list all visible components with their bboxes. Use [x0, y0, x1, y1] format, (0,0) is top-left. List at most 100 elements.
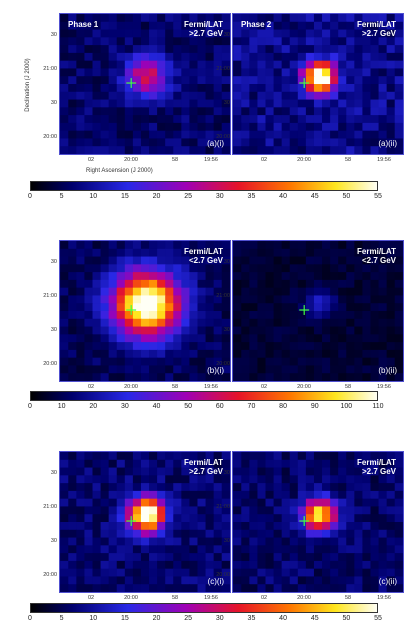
heatmap-cell — [249, 45, 259, 54]
heatmap-cell — [330, 342, 339, 351]
heatmap-cell — [241, 584, 250, 592]
heatmap-cell — [362, 545, 372, 554]
heatmap-cell — [205, 91, 215, 101]
heatmap-cell — [265, 295, 275, 304]
heatmap-cell — [92, 76, 102, 85]
heatmap-cell — [132, 264, 142, 273]
heatmap-cell — [289, 264, 299, 273]
heatmap-cell — [281, 568, 291, 578]
heatmap-cell — [378, 373, 388, 381]
heatmap-cell — [241, 99, 250, 108]
heatmap-cell — [394, 459, 403, 469]
heatmap-cell — [233, 107, 242, 116]
heatmap-cell — [386, 146, 396, 154]
heatmap-cell — [305, 342, 315, 351]
heatmap-cell — [157, 76, 166, 85]
heatmap-cell — [354, 318, 364, 328]
heatmap-cell — [354, 138, 364, 147]
heatmap-cell — [60, 373, 69, 381]
heatmap-cell — [241, 553, 250, 562]
heatmap-cell — [249, 76, 259, 85]
heatmap-cell — [354, 303, 364, 312]
heatmap-cell — [205, 279, 215, 289]
heatmap-cell — [92, 537, 102, 546]
heatmap-cell — [116, 138, 126, 147]
heatmap-cell — [149, 459, 158, 469]
heatmap-cell — [197, 115, 207, 124]
heatmap-cell — [68, 490, 77, 500]
heatmap-cell — [265, 475, 275, 484]
heatmap-cell — [108, 130, 118, 140]
heatmap-cell — [354, 122, 364, 132]
heatmap-cell — [313, 45, 323, 54]
heatmap-cell — [124, 342, 134, 351]
heatmap-cell — [370, 334, 380, 343]
heatmap-cell — [165, 52, 174, 62]
heatmap-cell — [354, 326, 364, 335]
heatmap-cell — [346, 248, 355, 258]
heatmap-cell — [140, 467, 150, 476]
heatmap-cell — [116, 537, 126, 546]
heatmap-cell — [221, 349, 230, 359]
heatmap-cell — [241, 475, 250, 484]
heatmap-cell — [189, 334, 199, 343]
heatmap-cell — [265, 545, 275, 554]
heatmap-cell — [249, 568, 259, 578]
heatmap-cell — [354, 357, 364, 367]
heatmap-cell — [197, 467, 207, 476]
heatmap-cell — [386, 490, 396, 500]
heatmap-cell — [157, 373, 166, 381]
heatmap-cell — [386, 311, 396, 320]
y-tick-label: 20:00 — [43, 134, 57, 140]
heatmap-cell — [173, 256, 182, 265]
heatmap-cell — [305, 21, 315, 31]
heatmap-cell — [346, 122, 355, 132]
heatmap-cell — [189, 256, 199, 265]
y-tick-label: 30 — [50, 100, 57, 106]
heatmap-cell — [132, 122, 142, 132]
heatmap-cell — [370, 107, 380, 116]
heatmap-cell — [68, 326, 77, 335]
heatmap-cell — [241, 84, 250, 93]
heatmap-cell — [305, 248, 315, 258]
heatmap-cell — [84, 522, 94, 531]
heatmap-cell — [140, 326, 150, 335]
heatmap-cell — [181, 248, 191, 258]
heatmap-cell — [394, 122, 403, 132]
heatmap-cell — [116, 311, 126, 320]
heatmap-cell — [362, 483, 372, 492]
heatmap-cell — [92, 21, 102, 31]
heatmap-cell — [157, 287, 166, 297]
heatmap-cell — [213, 91, 223, 101]
heatmap-cell — [297, 60, 307, 70]
panel-label: (b)(i) — [207, 366, 224, 375]
heatmap-cell — [394, 84, 403, 93]
heatmap-cell — [305, 553, 315, 562]
heatmap-cell — [157, 303, 166, 312]
heatmap-cell — [386, 506, 396, 515]
heatmap-cell — [84, 248, 94, 258]
heatmap-cell — [189, 568, 199, 578]
heatmap-cell — [116, 264, 126, 273]
heatmap-cell — [257, 529, 267, 539]
heatmap-cell — [189, 560, 199, 570]
heatmap-cell — [100, 514, 110, 523]
heatmap-cell — [140, 490, 150, 500]
heatmap-cell — [100, 21, 110, 31]
heatmap-cell — [140, 529, 150, 539]
heatmap-cell — [108, 295, 118, 304]
heatmap-cell — [205, 506, 215, 515]
heatmap-cell — [132, 373, 142, 381]
heatmap-cell — [165, 498, 174, 508]
heatmap-cell — [197, 373, 207, 381]
heatmap-cell — [257, 506, 267, 515]
heatmap-cell — [257, 584, 267, 592]
heatmap-cell — [289, 52, 299, 62]
heatmap-cell — [124, 529, 134, 539]
panel-label: (a)(i) — [207, 139, 224, 148]
heatmap-cell — [132, 68, 142, 77]
heatmap-cell — [165, 545, 174, 554]
heatmap-cell — [149, 76, 158, 85]
heatmap-cell — [181, 365, 191, 374]
heatmap-cell — [233, 459, 242, 469]
